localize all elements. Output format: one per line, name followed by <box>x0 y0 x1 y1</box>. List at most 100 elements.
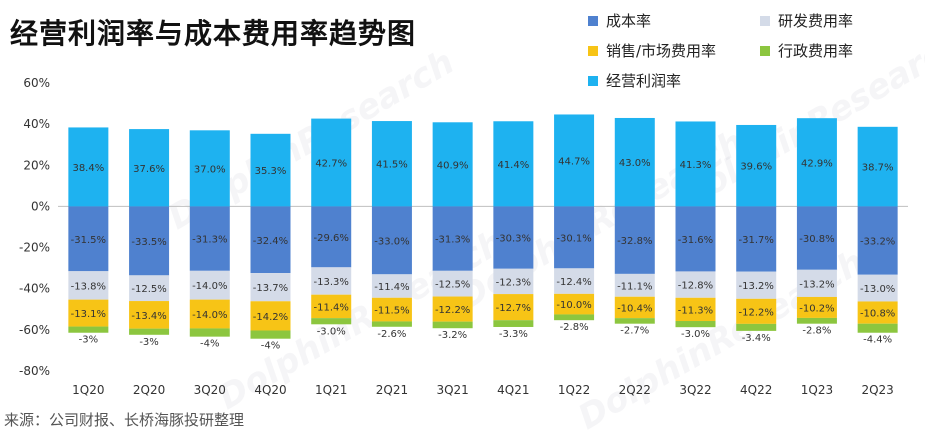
bar-sales <box>371 297 412 322</box>
data-label-sales: -10.0% <box>556 300 591 311</box>
bar-admin <box>432 321 473 329</box>
bar-op-margin <box>493 121 534 207</box>
bar-rd <box>189 270 230 300</box>
data-label-admin: -2.8% <box>802 326 831 337</box>
bar-sales <box>675 297 716 322</box>
data-label-admin: -3.0% <box>681 329 710 340</box>
data-label-sales: -12.2% <box>739 307 774 318</box>
y-tick-label: -80% <box>19 364 50 378</box>
data-label-cost: -30.1% <box>556 233 591 244</box>
data-label-rd: -12.5% <box>435 280 470 291</box>
data-label-rd: -12.3% <box>496 277 531 288</box>
bar-op-margin <box>614 117 655 207</box>
data-label-admin: -4% <box>261 341 280 352</box>
data-label-admin: -4.4% <box>863 335 892 346</box>
data-label-sales: -10.2% <box>799 303 834 314</box>
y-tick-label: 0% <box>31 199 50 213</box>
bar-cost <box>857 206 898 275</box>
data-label-admin: -3.4% <box>742 333 771 344</box>
data-label-cost: -32.4% <box>253 236 288 247</box>
data-label-op-margin: 40.9% <box>437 160 469 171</box>
bar-cost <box>796 206 837 270</box>
bar-cost <box>614 206 655 274</box>
bar-rd <box>311 267 352 295</box>
data-label-sales: -13.4% <box>131 311 166 322</box>
bar-admin <box>68 326 109 333</box>
bar-cost <box>250 206 291 274</box>
y-tick-label: -40% <box>19 282 50 296</box>
bar-rd <box>614 273 655 297</box>
bar-rd <box>857 274 898 302</box>
data-label-cost: -31.5% <box>71 235 106 246</box>
data-label-sales: -12.7% <box>496 303 531 314</box>
bar-admin <box>614 318 655 324</box>
y-tick-label: 60% <box>23 76 50 90</box>
data-label-rd: -13.3% <box>314 277 349 288</box>
bar-rd <box>796 269 837 297</box>
bar-cost <box>129 206 170 276</box>
data-label-op-margin: 37.6% <box>133 164 165 175</box>
legend-swatch-cost <box>588 15 598 26</box>
bar-cost <box>736 206 777 272</box>
legend-label-admin: 行政费用率 <box>778 42 854 60</box>
x-tick-label: 4Q20 <box>254 383 286 397</box>
bar-sales <box>857 301 898 324</box>
data-label-admin: -3% <box>79 335 98 346</box>
bar-cost <box>371 206 412 275</box>
data-label-rd: -13.7% <box>253 283 288 294</box>
data-label-sales: -14.2% <box>253 312 288 323</box>
data-label-rd: -11.1% <box>617 281 652 292</box>
bar-cost <box>68 206 109 272</box>
data-label-sales: -13.1% <box>71 309 106 320</box>
data-label-op-margin: 44.7% <box>558 156 590 167</box>
data-label-op-margin: 41.5% <box>376 160 408 171</box>
data-label-rd: -13.2% <box>739 281 774 292</box>
bar-op-margin <box>736 124 777 207</box>
x-tick-label: 2Q21 <box>376 383 408 397</box>
bar-sales <box>493 294 534 321</box>
bar-op-margin <box>675 121 716 207</box>
bar-cost <box>432 206 473 271</box>
bar-admin <box>736 323 777 331</box>
bar-sales <box>129 301 170 329</box>
y-tick-label: 20% <box>23 158 50 172</box>
x-tick-label: 1Q20 <box>72 383 104 397</box>
data-label-admin: -3.0% <box>317 326 346 337</box>
legend-item-admin: 行政费用率 <box>760 40 853 61</box>
bar-op-margin <box>432 122 473 207</box>
legend-label-sales: 销售/市场费用率 <box>606 42 717 60</box>
bar-rd <box>371 274 412 298</box>
bar-admin <box>857 323 898 333</box>
legend-item-sales: 销售/市场费用率 <box>588 40 716 61</box>
data-label-admin: -2.8% <box>560 322 589 333</box>
data-label-sales: -10.8% <box>860 309 895 320</box>
x-tick-label: 1Q21 <box>315 383 347 397</box>
data-label-op-margin: 41.4% <box>497 160 529 171</box>
x-tick-label: 3Q21 <box>436 383 468 397</box>
bar-admin <box>371 321 412 327</box>
data-label-op-margin: 42.9% <box>801 158 833 169</box>
legend-swatch-admin <box>760 45 770 56</box>
bar-cost <box>189 206 230 271</box>
data-label-admin: -2.7% <box>620 326 649 337</box>
bar-admin <box>796 317 837 324</box>
source-note: 来源：公司财报、长桥海豚投研整理 <box>4 411 245 429</box>
x-tick-label: 2Q22 <box>619 383 651 397</box>
legend-item-op: 经营利润率 <box>588 70 681 91</box>
x-tick-label: 4Q22 <box>740 383 772 397</box>
legend-label-op: 经营利润率 <box>606 72 682 90</box>
bar-op-margin <box>796 118 837 207</box>
legend-label-cost: 成本率 <box>606 12 652 30</box>
data-label-rd: -13.0% <box>860 284 895 295</box>
x-tick-label: 1Q23 <box>801 383 833 397</box>
x-tick-label: 3Q20 <box>194 383 226 397</box>
data-label-rd: -12.8% <box>678 281 713 292</box>
bar-cost <box>675 206 716 272</box>
bar-sales <box>432 296 473 322</box>
bar-sales <box>614 296 655 319</box>
bar-sales <box>796 296 837 318</box>
x-tick-label: 1Q22 <box>558 383 590 397</box>
data-label-cost: -29.6% <box>314 233 349 244</box>
bar-admin <box>129 328 170 335</box>
